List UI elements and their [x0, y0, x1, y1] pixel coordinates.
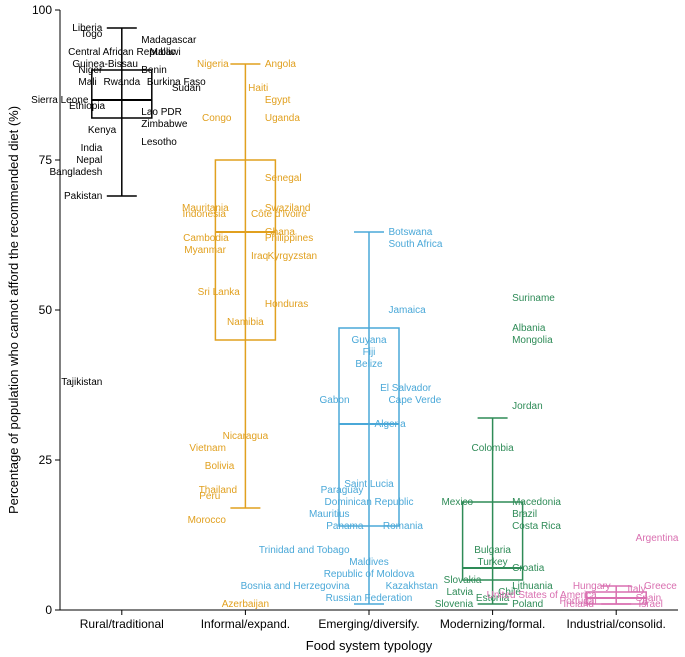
country-label: Swaziland — [265, 203, 311, 214]
country-label: Trinidad and Tobago — [259, 545, 350, 556]
country-label: Tajikistan — [61, 377, 102, 388]
box-informal — [215, 64, 275, 508]
country-label: Senegal — [265, 173, 302, 184]
country-label: Bangladesh — [50, 167, 103, 178]
country-label: Albania — [512, 323, 546, 334]
country-label: Indonesia — [183, 209, 227, 220]
axes: 0 25 50 75 100 Rural/traditional Informal/expa… — [32, 3, 678, 631]
country-label: Mongolia — [512, 335, 553, 346]
country-label: Liberia — [72, 23, 102, 34]
y-tick-label: 0 — [45, 603, 52, 617]
country-label: Sudan — [172, 83, 201, 94]
country-label: Latvia — [446, 587, 473, 598]
country-label: Jamaica — [388, 305, 426, 316]
country-label: Iraq — [251, 251, 268, 262]
country-label: Egypt — [265, 95, 291, 106]
country-label: Gabon — [320, 395, 350, 406]
country-label: Morocco — [188, 515, 227, 526]
country-label: Bosnia and Herzegovina — [241, 581, 350, 592]
country-label: Philippines — [265, 233, 313, 244]
country-label: Costa Rica — [512, 521, 561, 532]
country-label: Myanmar — [184, 245, 226, 256]
country-label: Sri Lanka — [198, 287, 241, 298]
x-tick-label: Modernizing/formal. — [440, 617, 545, 631]
y-tick-label: 75 — [39, 153, 53, 167]
country-label: Haiti — [248, 83, 268, 94]
country-label: Pakistan — [64, 191, 102, 202]
x-tick-label: Emerging/diversify. — [318, 617, 419, 631]
x-axis-label: Food system typology — [306, 638, 433, 653]
country-label: Nigeria — [197, 59, 229, 70]
country-label: Uganda — [265, 113, 300, 124]
country-label: Kenya — [88, 125, 117, 136]
country-label: Suriname — [512, 293, 555, 304]
country-label: Ethiopia — [69, 101, 106, 112]
country-label: El Salvador — [380, 383, 432, 394]
country-label: Nepal — [76, 155, 102, 166]
country-label: Thailand — [199, 485, 237, 496]
country-label: Madagascar — [141, 35, 197, 46]
x-tick-label: Industrial/consolid. — [567, 617, 666, 631]
country-label: Congo — [202, 113, 232, 124]
country-label: Bolivia — [205, 461, 235, 472]
box-modernizing — [463, 418, 523, 604]
country-label: Malawi — [150, 47, 181, 58]
country-label: Mali — [78, 77, 96, 88]
y-axis-label: Percentage of population who cannot affo… — [6, 106, 21, 514]
country-label: Botswana — [388, 227, 432, 238]
y-tick-label: 50 — [39, 303, 53, 317]
country-label: South Africa — [388, 239, 442, 250]
country-label: Cape Verde — [388, 395, 441, 406]
country-label: Zimbabwe — [141, 119, 188, 130]
x-tick-label: Rural/traditional — [80, 617, 164, 631]
country-label: Paraguay — [321, 485, 364, 496]
country-label: Slovenia — [435, 599, 474, 610]
food-system-boxplot: 0 25 50 75 100 Rural/traditional Informal/expa… — [0, 0, 685, 657]
country-label: Jordan — [512, 401, 543, 412]
box-industrial — [586, 586, 646, 604]
country-label: Togo — [81, 29, 103, 40]
x-tick-label: Informal/expand. — [201, 617, 290, 631]
y-tick-label: 25 — [39, 453, 53, 467]
country-label: Chile — [498, 587, 521, 598]
country-label: Guinea-Bissau — [72, 59, 138, 70]
box-emerging — [339, 232, 399, 604]
country-label: Poland — [512, 599, 543, 610]
country-label: Argentina — [636, 533, 679, 544]
country-label: Greece — [644, 581, 677, 592]
country-label: Lao PDR — [141, 107, 182, 118]
y-tick-label: 100 — [32, 3, 52, 17]
country-label: Lesotho — [141, 137, 177, 148]
box-rural — [92, 28, 152, 196]
country-label: Vietnam — [189, 443, 226, 454]
country-label: India — [81, 143, 103, 154]
country-label: Peru — [199, 491, 220, 502]
country-label: Cambodia — [183, 233, 229, 244]
country-label: Azerbaijan — [222, 599, 269, 610]
country-label: Côte d'Ivoire — [251, 209, 307, 220]
country-label: Kazakhstan — [386, 581, 438, 592]
country-label: Burkina Faso — [147, 77, 206, 88]
country-label: Angola — [265, 59, 297, 70]
country-label: United States of America — [487, 590, 597, 601]
country-label: Honduras — [265, 299, 308, 310]
country-label: Mauritius — [309, 509, 350, 520]
country-label: Brazil — [512, 509, 537, 520]
country-label: Lithuania — [512, 581, 553, 592]
country-label: Mauritania — [182, 203, 229, 214]
